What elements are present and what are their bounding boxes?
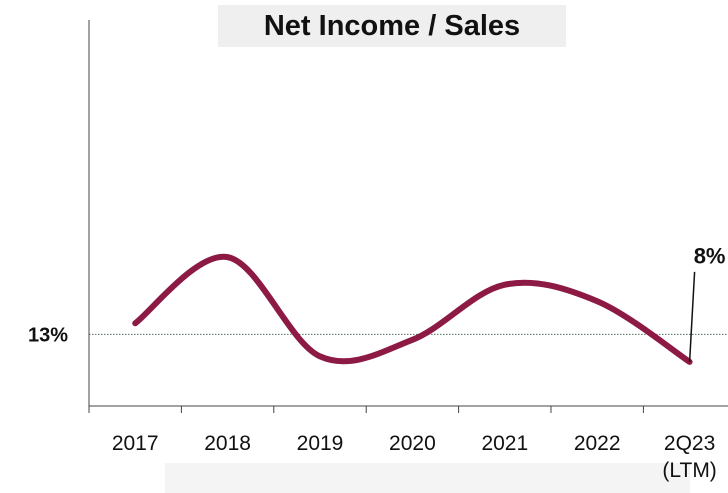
x-tick-label: 2018: [204, 432, 251, 455]
leader-line: [688, 271, 696, 362]
x-tick-label: 2021: [481, 432, 529, 455]
x-tick-label: 2022: [573, 432, 621, 455]
x-tick-label: 2020: [389, 432, 436, 455]
x-tick-label: 2019: [296, 432, 344, 455]
line-series: [132, 254, 693, 365]
reference-label: 13%: [28, 325, 68, 347]
data-label: 8%: [694, 244, 726, 269]
chart-title: Net Income / Sales: [218, 5, 566, 47]
legend-area: [165, 463, 690, 493]
x-tick-label: 2017: [111, 432, 159, 455]
x-tick-label: 2Q23 (LTM): [662, 432, 717, 482]
